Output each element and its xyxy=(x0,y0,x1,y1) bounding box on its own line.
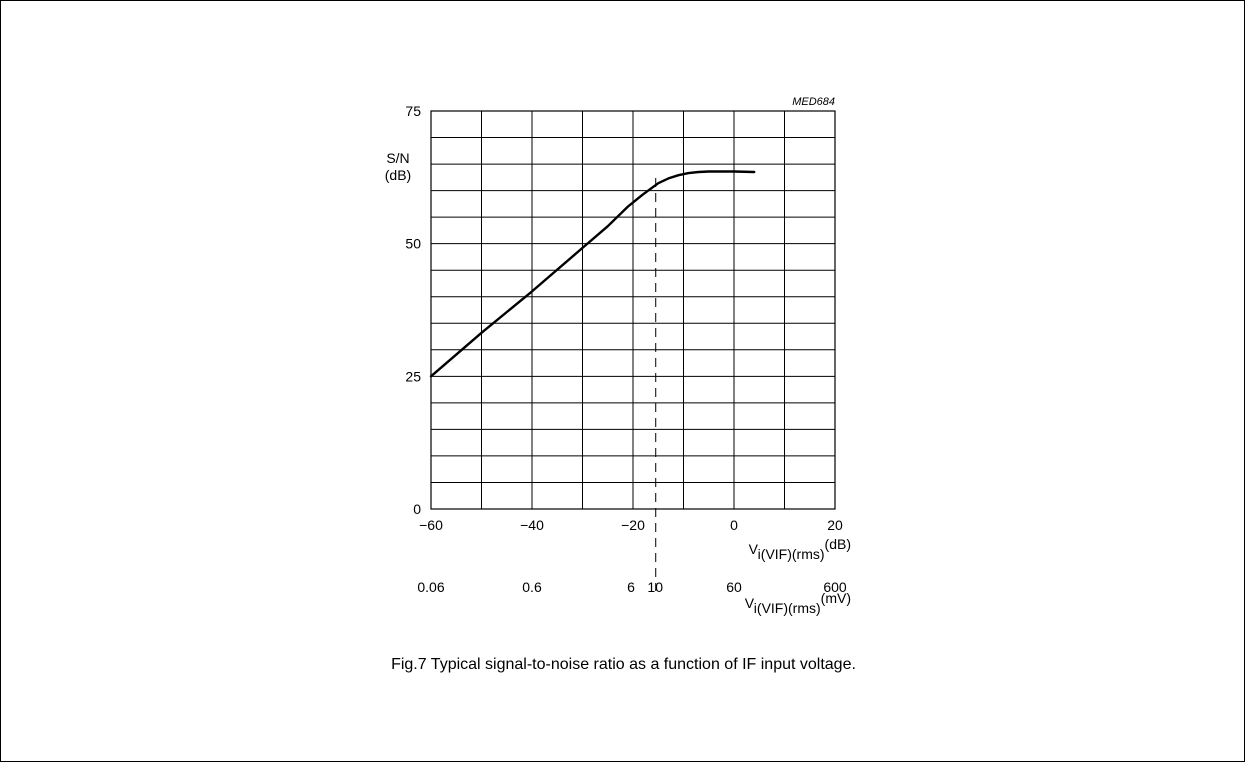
x-tick-label: −60 xyxy=(419,517,443,533)
x-tick-label: 0 xyxy=(730,517,738,533)
y-tick-label: 0 xyxy=(413,501,421,517)
figure-caption: Fig.7 Typical signal-to-noise ratio as a… xyxy=(391,656,856,673)
plot-frame xyxy=(430,110,836,510)
y-tick-label: 50 xyxy=(405,236,421,252)
x-tick-label: −20 xyxy=(621,517,645,533)
y-axis-label: S/N xyxy=(386,150,409,166)
figure-ref-code: MED684 xyxy=(792,96,835,108)
x2-tick-label: 6 xyxy=(627,579,635,595)
series-line-0 xyxy=(429,170,756,378)
x-tick-label: −40 xyxy=(520,517,544,533)
x-axis-label: Vi(VIF)(rms)(dB) xyxy=(749,536,851,562)
y-tick-label: 75 xyxy=(405,103,421,119)
y-axis-label: (dB) xyxy=(385,167,411,183)
x2-tick-label: 600 xyxy=(823,579,847,595)
x2-tick-label: 0.06 xyxy=(417,579,444,595)
x2-tick-label: 10 xyxy=(647,579,663,595)
x-tick-label: 20 xyxy=(827,517,843,533)
y-tick-label: 25 xyxy=(405,368,421,384)
x2-axis-label: Vi(VIF)(rms)(mV) xyxy=(745,590,851,616)
x2-tick-label: 0.6 xyxy=(522,579,542,595)
x2-tick-label: 60 xyxy=(726,579,742,595)
